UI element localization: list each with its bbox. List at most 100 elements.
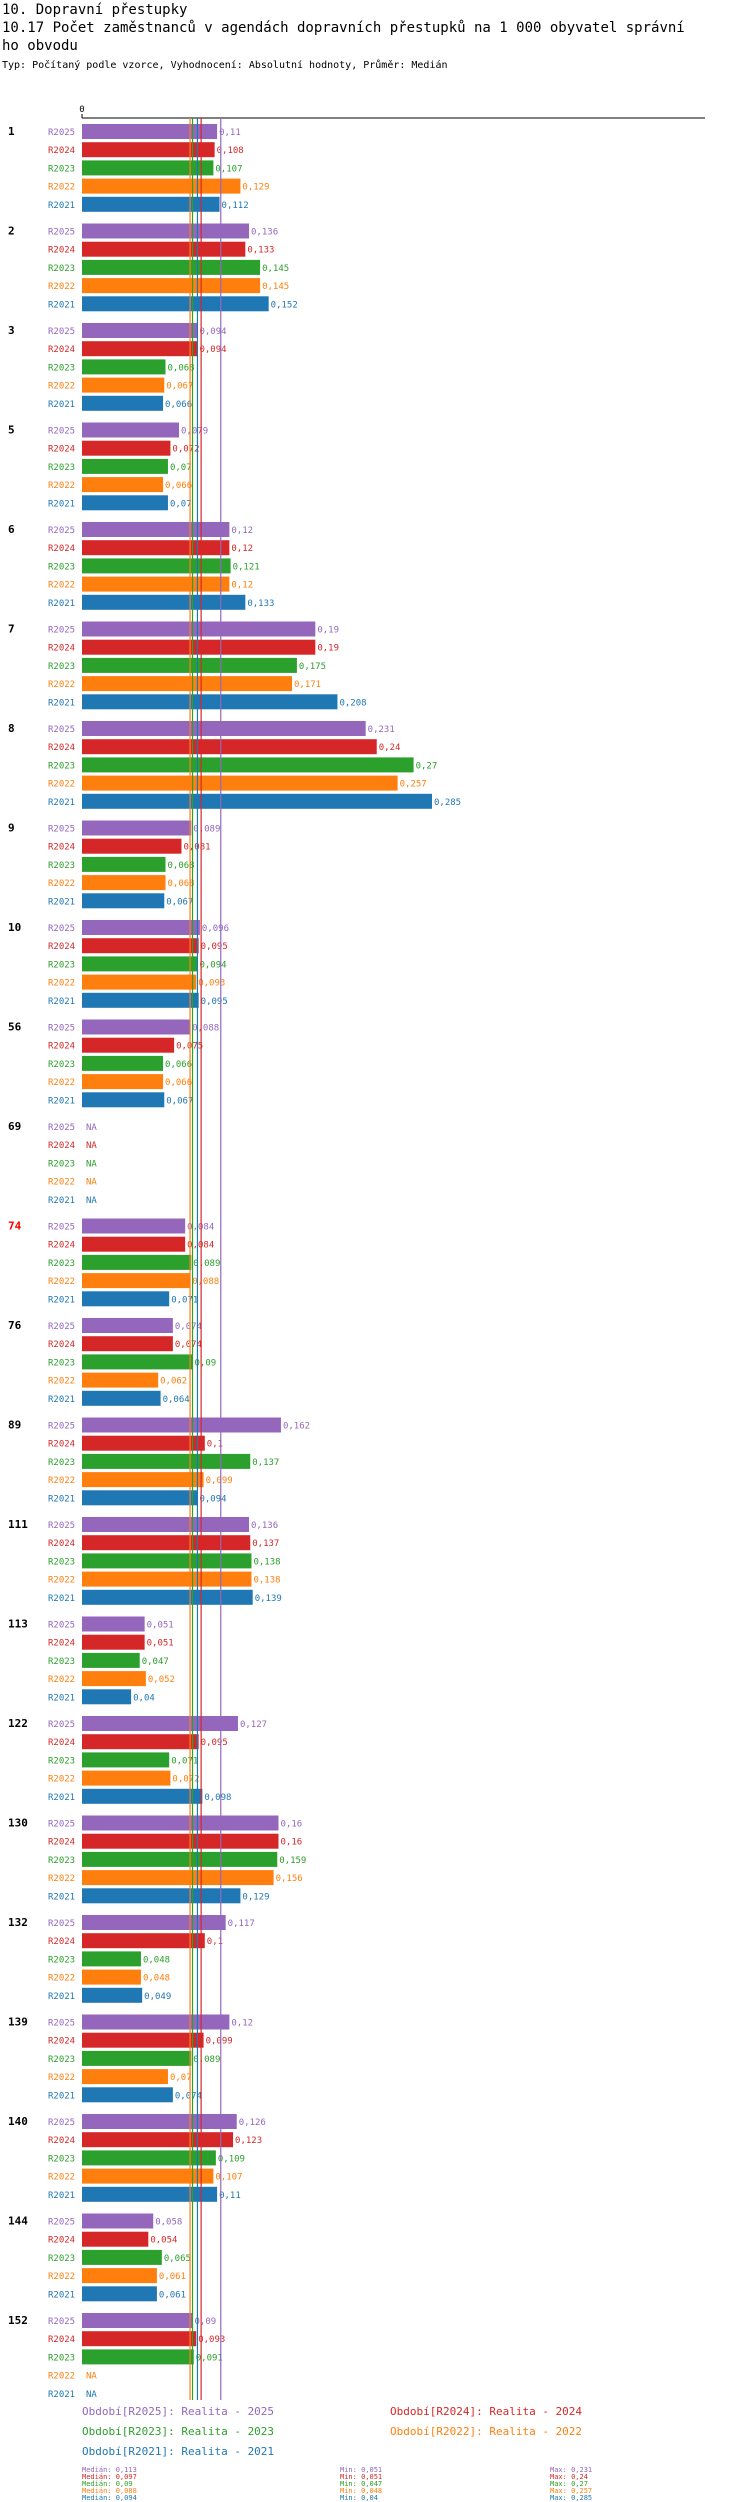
value-label: 0,054: [150, 2236, 177, 2246]
value-label: 0,137: [252, 1458, 279, 1468]
legend-item: Období[R2024]: Realita - 2024: [390, 2405, 583, 2418]
series-label: R2025: [48, 327, 75, 337]
series-label: R2024: [48, 644, 75, 654]
series-label: R2022: [48, 1178, 75, 1188]
value-label: 0,095: [201, 942, 228, 952]
group-label: 56: [8, 1021, 22, 1034]
bar: [82, 2349, 194, 2365]
bar: [82, 1851, 278, 1867]
bar: [82, 2331, 197, 2347]
series-label: R2021: [48, 798, 75, 808]
value-label: 0,133: [247, 246, 274, 256]
series-label: R2023: [48, 1657, 75, 1667]
series-label: R2025: [48, 626, 75, 636]
value-label: 0,096: [202, 924, 229, 934]
group-label: 111: [8, 1518, 28, 1531]
series-label: R2025: [48, 1720, 75, 1730]
bar: [82, 1318, 173, 1333]
na-label: NA: [86, 2390, 97, 2400]
bar: [82, 2087, 173, 2103]
value-label: 0,108: [217, 146, 244, 156]
series-label: R2023: [48, 662, 75, 672]
value-label: 0,089: [193, 2055, 220, 2065]
series-label: R2025: [48, 1919, 75, 1929]
series-label: R2024: [48, 544, 75, 554]
series-label: R2024: [48, 942, 75, 952]
series-label: R2024: [48, 345, 75, 355]
value-label: 0,061: [159, 2272, 186, 2282]
group-label: 6: [8, 523, 15, 536]
group-label: 3: [8, 324, 15, 337]
series-label: R2025: [48, 228, 75, 238]
bar: [82, 1472, 204, 1488]
value-label: 0,19: [317, 644, 339, 654]
value-label: 0,066: [165, 1078, 192, 1088]
bar: [82, 2132, 234, 2148]
value-label: 0,095: [201, 997, 228, 1007]
value-label: 0,098: [204, 1793, 231, 1803]
stat-max: Max: 0,257: [550, 2487, 593, 2495]
bar: [82, 1770, 171, 1786]
value-label: 0,068: [168, 879, 195, 889]
series-label: R2021: [48, 897, 75, 907]
value-label: 0,208: [339, 698, 366, 708]
bar: [82, 2150, 216, 2166]
bar: [82, 142, 215, 158]
bar: [82, 838, 182, 854]
bar: [82, 775, 398, 791]
series-label: R2022: [48, 879, 75, 889]
bar: [82, 1870, 274, 1886]
value-label: 0,12: [231, 544, 253, 554]
series-label: R2021: [48, 1594, 75, 1604]
series-label: R2022: [48, 1078, 75, 1088]
stat-median: Medián: 0,094: [82, 2494, 137, 2502]
bar: [82, 278, 261, 294]
stat-median: Medián: 0,113: [82, 2466, 137, 2474]
bar: [82, 1553, 252, 1569]
value-label: 0,27: [416, 761, 438, 771]
value-label: 0,137: [252, 1539, 279, 1549]
group-label: 152: [8, 2314, 28, 2327]
value-label: 0,11: [219, 2191, 241, 2201]
series-label: R2025: [48, 2019, 75, 2029]
na-label: NA: [86, 1141, 97, 1151]
series-label: R2022: [48, 2372, 75, 2382]
value-label: 0,048: [143, 1955, 170, 1965]
value-label: 0,051: [147, 1639, 174, 1649]
bar: [82, 178, 241, 194]
series-label: R2021: [48, 400, 75, 410]
bar: [82, 1218, 186, 1234]
value-label: 0,079: [181, 427, 208, 437]
bar: [82, 938, 199, 954]
bar: [82, 576, 230, 592]
bar: [82, 1273, 191, 1289]
series-label: R2021: [48, 499, 75, 509]
bar: [82, 1815, 279, 1831]
bar: [82, 1354, 193, 1370]
stat-min: Min: 0,051: [340, 2466, 383, 2474]
value-label: 0,074: [175, 2091, 202, 2101]
bar: [82, 1987, 143, 2003]
series-label: R2023: [48, 1159, 75, 1169]
bar: [82, 1716, 238, 1731]
value-label: 0,136: [251, 228, 278, 238]
legend-item: Období[R2025]: Realita - 2025: [82, 2405, 275, 2418]
value-label: 0,074: [175, 1340, 202, 1350]
bar: [82, 1037, 175, 1053]
series-label: R2023: [48, 463, 75, 473]
stat-min: Min: 0,048: [340, 2487, 383, 2495]
bar: [82, 1435, 205, 1451]
value-label: 0,07: [170, 499, 192, 509]
chart-subtitle: Typ: Počítaný podle vzorce, Vyhodnocení:…: [2, 60, 448, 71]
series-label: R2022: [48, 481, 75, 491]
series-label: R2022: [48, 2173, 75, 2183]
value-label: 0,12: [231, 526, 253, 536]
series-label: R2025: [48, 1521, 75, 1531]
series-label: R2023: [48, 562, 75, 572]
bar: [82, 1969, 141, 1985]
series-label: R2023: [48, 2254, 75, 2264]
bar: [82, 477, 164, 493]
bar: [82, 2032, 204, 2048]
series-label: R2023: [48, 1259, 75, 1269]
series-label: R2021: [48, 997, 75, 1007]
